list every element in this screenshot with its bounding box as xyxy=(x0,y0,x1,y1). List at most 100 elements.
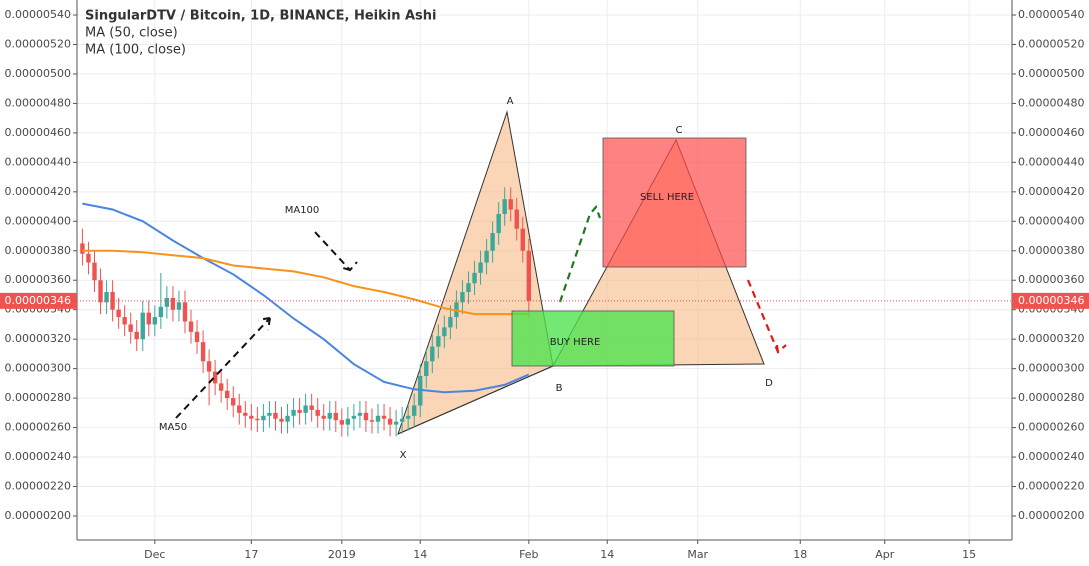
point-label: D xyxy=(765,378,773,389)
buy-label: BUY HERE xyxy=(550,337,601,348)
y-tick-label: 0.00000360 xyxy=(1018,273,1084,286)
y-tick-label: 0.00000520 xyxy=(5,37,71,50)
x-tick-label: Mar xyxy=(687,548,708,561)
candle-body xyxy=(110,292,115,310)
candle-body xyxy=(520,228,525,251)
y-tick-label: 0.00000400 xyxy=(5,214,71,227)
candle-body xyxy=(291,409,296,416)
last-price-box xyxy=(0,292,77,309)
candle-body xyxy=(502,199,507,214)
candle-body xyxy=(255,418,260,421)
y-tick-label: 0.00000260 xyxy=(5,421,71,434)
y-tick-label: 0.00000480 xyxy=(1018,96,1084,109)
chart-title: SingularDTV / Bitcoin, 1D, BINANCE, Heik… xyxy=(85,9,436,24)
y-tick-label: 0.00000300 xyxy=(5,362,71,375)
candle-body xyxy=(243,412,248,416)
candle-body xyxy=(514,209,519,229)
candle-body xyxy=(369,420,375,422)
candle-body xyxy=(327,412,332,419)
candle-body xyxy=(237,405,242,413)
buy-zone xyxy=(511,310,675,367)
y-tick-label: 0.00000280 xyxy=(1018,391,1084,404)
ma-line xyxy=(82,249,529,316)
y-tick-label: 0.00000460 xyxy=(5,126,71,139)
candle-body xyxy=(158,306,164,318)
candle-body xyxy=(375,415,381,422)
candle-body xyxy=(442,327,447,337)
candle-body xyxy=(279,418,284,422)
candle-body xyxy=(405,415,411,419)
candle-body xyxy=(466,283,471,293)
point-label: X xyxy=(400,450,407,461)
y-tick-label: 0.00000280 xyxy=(5,391,71,404)
ma-line xyxy=(82,202,530,394)
candle-body xyxy=(249,415,254,419)
legend-entry: MA (50, close) xyxy=(85,26,178,41)
y-tick-label: 0.00000460 xyxy=(1018,126,1084,139)
candle-body xyxy=(182,302,188,322)
candle-body xyxy=(146,312,151,325)
zones: SELL HERE BUY HERE MA100 MA50 X A B C D xyxy=(159,96,787,461)
ma100-arrow xyxy=(314,231,358,272)
candle-body xyxy=(303,405,308,413)
ma50-label: MA50 xyxy=(159,422,187,433)
candle-body xyxy=(315,409,320,416)
y-tick-label: 0.00000220 xyxy=(1018,480,1084,493)
y-tick-label: 0.00000240 xyxy=(5,450,71,463)
candle-body xyxy=(430,346,435,362)
candle-body xyxy=(448,317,453,328)
candle-body xyxy=(436,336,441,347)
candle-body xyxy=(309,405,314,410)
candle-body xyxy=(176,302,182,310)
x-tick-label: 14 xyxy=(413,548,427,561)
candle-body xyxy=(116,309,121,318)
y-tick-label: 0.00000320 xyxy=(5,332,71,345)
candle-body xyxy=(472,272,477,284)
candle-body xyxy=(399,418,405,422)
point-label: A xyxy=(507,96,514,107)
candle-body xyxy=(164,297,170,307)
sell-zone xyxy=(602,137,747,268)
candle-body xyxy=(261,415,266,421)
x-tick-label: 18 xyxy=(793,548,807,561)
y-tick-label: 0.00000500 xyxy=(5,67,71,80)
y-tick-label: 0.00000260 xyxy=(1018,421,1084,434)
x-tick-label: Feb xyxy=(519,548,538,561)
ma-lines xyxy=(82,202,530,394)
x-tick-label: 14 xyxy=(600,548,614,561)
candle-body xyxy=(297,409,302,413)
candle-body xyxy=(357,412,363,416)
candle-body xyxy=(496,213,501,234)
candle-body xyxy=(98,280,103,303)
y-tick-label: 0.00000380 xyxy=(1018,244,1084,257)
legend: SingularDTV / Bitcoin, 1D, BINANCE, Heik… xyxy=(85,9,436,58)
y-tick-label: 0.00000420 xyxy=(5,185,71,198)
candle-body xyxy=(122,317,127,325)
candle-body xyxy=(140,312,145,340)
candle-body xyxy=(381,415,387,419)
y-tick-label: 0.00000200 xyxy=(5,509,71,522)
candle-body xyxy=(212,371,218,384)
y-tick-label: 0.00000500 xyxy=(1018,67,1084,80)
y-tick-label: 0.00000440 xyxy=(1018,155,1084,168)
candle-body xyxy=(200,342,206,362)
candle-body xyxy=(128,324,133,332)
last-price-label: 0.00000346 xyxy=(5,294,71,307)
ma50-arrow xyxy=(175,317,271,419)
y-tick-label: 0.00000520 xyxy=(1018,37,1084,50)
y-tick-label: 0.00000540 xyxy=(5,8,71,21)
candle-body xyxy=(484,250,489,263)
candle-body xyxy=(225,390,230,399)
candle-body xyxy=(231,398,236,406)
candle-body xyxy=(363,412,369,421)
candle-body xyxy=(478,262,483,273)
candle-body xyxy=(339,420,345,425)
ma100-label: MA100 xyxy=(285,205,320,216)
legend-entry: MA (100, close) xyxy=(85,43,186,58)
y-tick-label: 0.00000540 xyxy=(1018,8,1084,21)
candle-body xyxy=(134,331,139,340)
candles xyxy=(80,187,532,437)
candle-body xyxy=(424,361,429,377)
candle-body xyxy=(526,250,532,301)
